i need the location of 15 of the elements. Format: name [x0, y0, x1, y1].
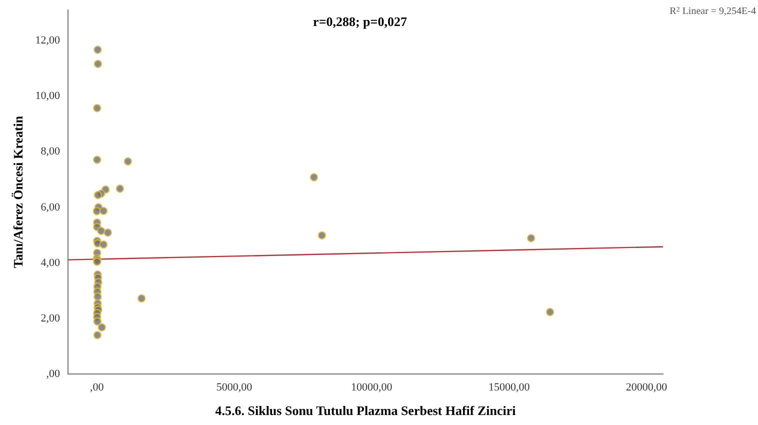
- chart-title: r=0,288; p=0,027: [313, 14, 408, 29]
- y-tick-label: 8,00: [40, 146, 60, 158]
- y-tick-label: 6,00: [40, 201, 60, 214]
- x-axis-title: 4.5.6. Siklus Sonu Tutulu Plazma Serbest Hafif Zinciri: [215, 403, 516, 418]
- x-tick-label: 20000,00: [626, 382, 668, 394]
- y-tick-label: 2,00: [40, 312, 60, 324]
- y-tick-label: 4,00: [40, 256, 60, 269]
- x-tick-label: 10000,00: [351, 382, 393, 394]
- x-tick-label: 15000,00: [488, 382, 530, 394]
- y-axis-title: Tanı/Aferez Öncesi Kreatin: [10, 115, 26, 268]
- y-tick-label: 12,00: [35, 34, 60, 47]
- y-tick-label: 10,00: [35, 90, 60, 102]
- y-tick-label: ,00: [46, 368, 60, 380]
- x-tick-label: 5000,00: [216, 382, 253, 394]
- x-tick-label: ,00: [90, 382, 104, 394]
